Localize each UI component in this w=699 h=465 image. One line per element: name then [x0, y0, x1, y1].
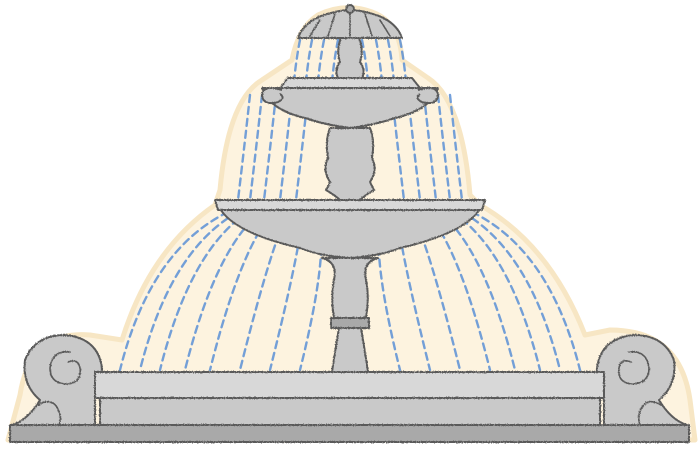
lower-stream: [138, 210, 240, 372]
middle-stream: [248, 93, 264, 202]
lower-basin-lip: [214, 199, 486, 211]
middle-stream: [262, 93, 278, 202]
right-scroll-curl: [617, 351, 650, 385]
pool-rim: [94, 371, 605, 399]
middle-left-curl: [261, 87, 284, 105]
middle-basin: [261, 87, 439, 129]
lower-pedestal: [321, 257, 379, 373]
middle-stream: [422, 93, 438, 202]
lower-stream: [268, 210, 305, 372]
top-stem: [335, 37, 365, 79]
middle-stream: [236, 93, 252, 202]
lower-basin: [217, 204, 483, 259]
left-scroll-curl: [49, 351, 82, 385]
lower-stream: [118, 210, 230, 372]
top-cap-ribs: [309, 11, 391, 37]
lower-stream: [377, 210, 402, 372]
top-finial: [345, 4, 355, 14]
lower-stream: [298, 210, 323, 372]
fountain: [9, 4, 690, 443]
pool-plinth: [9, 424, 690, 443]
lower-stream: [460, 210, 562, 372]
middle-stream: [436, 93, 452, 202]
pedestal-ring: [330, 317, 370, 329]
middle-basin-lip: [279, 77, 421, 89]
middle-stream: [448, 93, 464, 202]
lower-stream: [395, 210, 432, 372]
middle-pedestal: [324, 127, 376, 201]
base-pool: [9, 334, 690, 443]
pool-body: [99, 397, 601, 426]
middle-right-curl: [416, 87, 439, 105]
lower-stream: [470, 210, 582, 372]
